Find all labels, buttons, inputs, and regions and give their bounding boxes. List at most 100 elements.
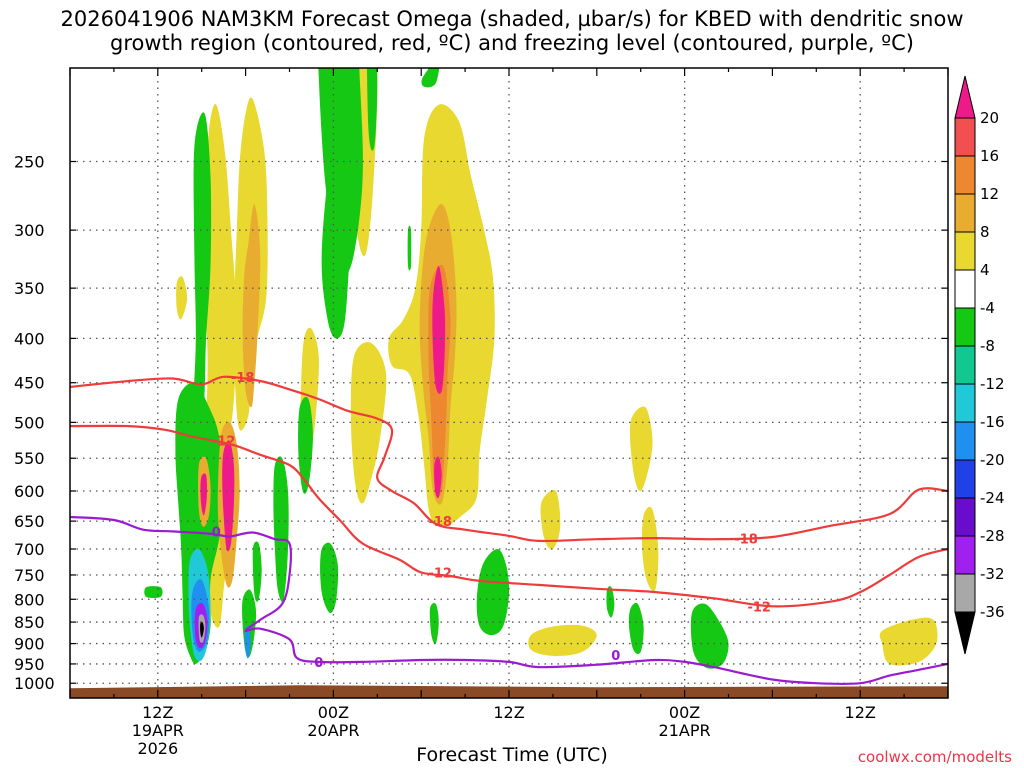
chart-title-line-2: growth region (contoured, red, ºC) and f… — [110, 31, 914, 55]
omega-blob-green-mid-2 — [252, 541, 262, 602]
y-tick-label: 750 — [14, 566, 45, 585]
plot-area — [144, 68, 938, 669]
dgz-contour-label: -12 — [212, 435, 236, 450]
colorbar-band — [954, 117, 976, 157]
dgz-contour-label: -12 — [428, 566, 452, 581]
freezing-level-contour-line-0 — [70, 515, 948, 686]
colorbar-band — [954, 459, 976, 499]
colorbar-bottom-arrow — [954, 611, 976, 655]
colorbar-level-label: 8 — [980, 223, 990, 241]
colorbar-band — [954, 231, 976, 271]
y-tick-label: 950 — [14, 655, 45, 674]
colorbar-band — [954, 383, 976, 423]
colorbar: 20 16 12 8 4 -4 -8 -12 -16 -20 -24 -28 -32 -36 — [954, 75, 1005, 655]
omega-blob-green-right-low-1 — [476, 549, 510, 636]
omega-blob-magenta-right-core — [432, 265, 446, 394]
colorbar-band — [954, 307, 976, 347]
y-tick-label: 650 — [14, 512, 45, 531]
contour-layer: -18 -18 -18 -12 -12 -12 0 0 0 — [70, 371, 948, 686]
dgz-contour-line--12 — [70, 424, 948, 608]
omega-blob-yellow-plume-early — [176, 276, 188, 320]
y-tick-label: 1000 — [14, 674, 55, 693]
colorbar-level-label: -16 — [980, 413, 1005, 431]
dgz-contour-label: -18 — [734, 533, 758, 548]
omega-blob-yellow-orange-core-2 — [242, 204, 261, 408]
x-tick-label: 19APR — [132, 721, 184, 740]
x-tick-label: 2026 — [137, 739, 178, 758]
colorbar-level-label: -12 — [980, 375, 1005, 393]
y-tick-label: 550 — [14, 449, 45, 468]
colorbar-band — [954, 497, 976, 537]
omega-blob-black-left — [200, 621, 204, 638]
colorbar-band — [954, 421, 976, 461]
omega-blob-green-tall-mid-2 — [366, 68, 378, 151]
omega-blob-yellow-small-2 — [629, 406, 653, 492]
colorbar-band — [954, 345, 976, 385]
omega-blob-yellow-small-3 — [540, 490, 561, 550]
grid-layer — [70, 68, 948, 698]
x-tick-label: 12Z — [845, 703, 876, 722]
y-tick-label: 400 — [14, 329, 45, 348]
colorbar-band — [954, 155, 976, 195]
y-tick-label: 350 — [14, 279, 45, 298]
colorbar-level-label: 20 — [980, 109, 999, 127]
dgz-contour-label: -12 — [747, 600, 771, 615]
dgz-contour-line--18 — [70, 375, 948, 543]
colorbar-level-label: -4 — [980, 299, 995, 317]
omega-blob-green-mid-3 — [273, 456, 289, 602]
y-tick-label: 850 — [14, 613, 45, 632]
colorbar-top-arrow — [954, 75, 976, 119]
x-tick-label: 20APR — [307, 721, 359, 740]
omega-blob-magenta-right-low — [434, 456, 442, 499]
y-tick-label: 250 — [14, 153, 45, 172]
x-tick-label: 12Z — [142, 703, 173, 722]
omega-blob-green-left-1 — [191, 112, 212, 466]
x-tick-label: 00Z — [318, 703, 349, 722]
colorbar-band — [954, 193, 976, 233]
axis-layer: 250 300 350 400 450 500 550 600 650 700 750 800 850 9… — [14, 67, 949, 758]
omega-blob-yellow-small-4 — [641, 506, 659, 592]
omega-blob-yellow-mid-lower — [350, 342, 387, 504]
freezing-level-contour-label: 0 — [314, 656, 323, 671]
freezing-level-contour-label: 0 — [611, 649, 620, 664]
x-axis-title: Forecast Time (UTC) — [416, 744, 608, 766]
omega-blob-green-mid-low-2 — [298, 396, 313, 494]
omega-blob-yellow-low-left — [528, 624, 597, 656]
colorbar-band — [954, 573, 976, 613]
colorbar-level-label: -28 — [980, 527, 1005, 545]
omega-blob-green-right-low-5 — [606, 586, 615, 618]
dgz-contour-label: -18 — [231, 371, 255, 386]
y-tick-label: 300 — [14, 221, 45, 240]
omega-blob-green-tiny-1 — [144, 586, 163, 599]
dgz-contour-label: -18 — [428, 515, 452, 530]
colorbar-level-label: 4 — [980, 261, 990, 279]
y-tick-label: 900 — [14, 635, 45, 654]
colorbar-level-label: -24 — [980, 489, 1005, 507]
colorbar-band — [954, 535, 976, 575]
x-tick-label: 00Z — [669, 703, 700, 722]
credit-text: coolwx.com/modelts — [857, 748, 1012, 766]
x-tick-label: 21APR — [659, 721, 711, 740]
colorbar-level-label: -8 — [980, 337, 995, 355]
omega-blob-green-mid-low-1 — [320, 542, 339, 614]
omega-blob-green-tall-mid — [318, 68, 363, 278]
y-tick-label: 500 — [14, 413, 45, 432]
y-tick-label: 800 — [14, 590, 45, 609]
y-tick-label: 450 — [14, 374, 45, 393]
omega-blob-blue-mid-1 — [244, 625, 251, 659]
y-tick-label: 600 — [14, 482, 45, 501]
omega-blob-green-right-low-3 — [628, 602, 644, 655]
omega-blob-green-tiny-2 — [407, 225, 412, 271]
omega-blob-green-left-2 — [175, 382, 224, 664]
colorbar-level-label: 16 — [980, 147, 999, 165]
colorbar-level-label: 12 — [980, 185, 999, 203]
chart-title-line-1: 2026041906 NAM3KM Forecast Omega (shaded… — [60, 7, 964, 31]
colorbar-level-label: -32 — [980, 565, 1005, 583]
omega-blob-green-right-low-4 — [690, 603, 729, 669]
colorbar-level-label: -36 — [980, 603, 1005, 621]
colorbar-level-label: -20 — [980, 451, 1005, 469]
colorbar-band — [954, 269, 976, 309]
x-tick-label: 12Z — [493, 703, 524, 722]
omega-blob-green-right-low-2 — [429, 602, 439, 645]
